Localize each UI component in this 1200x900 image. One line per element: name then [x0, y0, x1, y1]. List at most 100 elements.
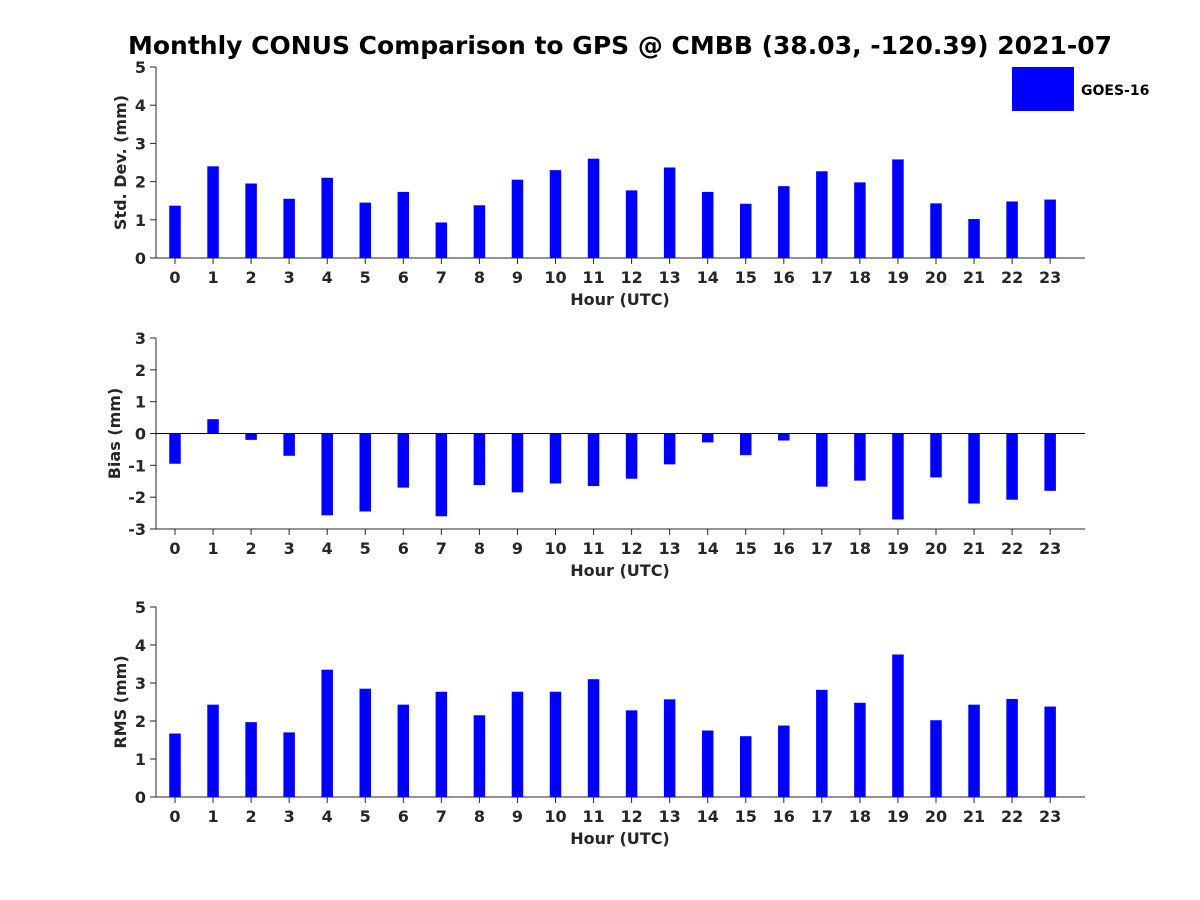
bar-std-dev-hour-13 [663, 167, 676, 258]
bar-std-dev-hour-3 [283, 198, 295, 258]
x-tick-label: 16 [773, 268, 795, 287]
y-tick-label: -3 [128, 520, 146, 539]
x-tick-label: 13 [659, 268, 681, 287]
x-tick-label: 19 [887, 539, 909, 558]
bar-rms-hour-10 [549, 691, 562, 797]
bar-rms-hour-23 [1044, 706, 1056, 797]
x-tick-label: 4 [322, 539, 333, 558]
bar-std-dev-hour-9 [511, 179, 524, 258]
x-tick-label: 2 [246, 268, 257, 287]
x-tick-label: 9 [512, 807, 523, 826]
x-tick-label: 19 [887, 807, 909, 826]
y-axis-label: Std. Dev. (mm) [111, 95, 130, 230]
bar-rms-hour-17 [816, 689, 828, 797]
x-tick-label: 6 [398, 807, 409, 826]
bar-std-dev-hour-18 [854, 182, 866, 258]
bar-bias-hour-5 [359, 433, 371, 512]
bar-std-dev-hour-10 [549, 170, 562, 258]
bar-std-dev-hour-21 [968, 219, 980, 258]
y-tick-label: -1 [128, 456, 146, 475]
bar-rms-hour-12 [625, 710, 638, 797]
bar-rms-hour-9 [511, 691, 524, 797]
x-tick-label: 12 [620, 807, 642, 826]
y-tick-label: 5 [135, 58, 146, 77]
x-tick-label: 3 [284, 268, 295, 287]
x-tick-label: 23 [1039, 539, 1061, 558]
x-tick-label: 21 [963, 539, 985, 558]
bar-rms-hour-22 [1006, 698, 1018, 797]
x-tick-label: 20 [925, 268, 947, 287]
bar-std-dev-hour-7 [435, 222, 448, 258]
bar-std-dev-hour-23 [1044, 199, 1056, 258]
x-tick-label: 14 [697, 268, 719, 287]
bar-bias-hour-13 [663, 433, 676, 465]
x-tick-label: 4 [322, 268, 333, 287]
x-tick-label: 1 [207, 539, 218, 558]
x-tick-label: 11 [582, 539, 604, 558]
bar-bias-hour-10 [549, 433, 562, 484]
x-axis-label: Hour (UTC) [570, 829, 670, 848]
y-tick-label: 3 [135, 329, 146, 348]
x-tick-label: 1 [207, 268, 218, 287]
bar-rms-hour-16 [778, 725, 790, 797]
bar-bias-hour-20 [930, 433, 942, 478]
figure-title: Monthly CONUS Comparison to GPS @ CMBB (… [128, 31, 1112, 60]
x-tick-label: 12 [620, 539, 642, 558]
y-tick-label: 0 [135, 249, 146, 268]
bar-rms-hour-7 [435, 691, 448, 797]
legend-swatch-goes-16 [1012, 67, 1074, 111]
bar-bias-hour-1 [207, 419, 219, 434]
x-tick-label: 2 [246, 807, 257, 826]
y-tick-label: 0 [135, 425, 146, 444]
x-tick-label: 17 [811, 807, 833, 826]
x-tick-label: 5 [360, 539, 371, 558]
x-tick-label: 0 [169, 268, 180, 287]
x-tick-label: 0 [169, 539, 180, 558]
bar-bias-hour-12 [625, 433, 638, 479]
x-tick-label: 7 [436, 539, 447, 558]
y-tick-label: 1 [135, 393, 146, 412]
x-tick-label: 5 [360, 807, 371, 826]
x-tick-label: 22 [1001, 539, 1023, 558]
y-tick-label: 2 [135, 712, 146, 731]
x-tick-label: 15 [735, 539, 757, 558]
bar-std-dev-hour-0 [169, 205, 181, 258]
bar-rms-hour-21 [968, 704, 980, 797]
bar-bias-hour-7 [435, 433, 448, 517]
x-tick-label: 4 [322, 807, 333, 826]
bar-std-dev-hour-14 [701, 191, 714, 258]
bar-rms-hour-3 [283, 732, 295, 797]
y-tick-label: 1 [135, 211, 146, 230]
y-tick-label: 2 [135, 361, 146, 380]
x-tick-label: 18 [849, 268, 871, 287]
x-tick-label: 19 [887, 268, 909, 287]
bar-bias-hour-21 [968, 433, 980, 504]
bar-std-dev-hour-6 [397, 191, 410, 258]
bar-rms-hour-18 [854, 702, 866, 797]
x-tick-label: 7 [436, 807, 447, 826]
bar-rms-hour-5 [359, 688, 371, 797]
bar-bias-hour-2 [245, 433, 257, 440]
bar-rms-hour-14 [701, 730, 714, 797]
y-tick-label: 4 [135, 96, 146, 115]
bar-std-dev-hour-22 [1006, 201, 1018, 258]
bar-std-dev-hour-11 [587, 158, 600, 258]
bar-rms-hour-8 [473, 715, 486, 797]
x-tick-label: 23 [1039, 268, 1061, 287]
x-tick-label: 18 [849, 539, 871, 558]
x-tick-label: 14 [697, 539, 719, 558]
bar-bias-hour-14 [701, 433, 714, 443]
y-tick-label: 5 [135, 598, 146, 617]
x-tick-label: 9 [512, 539, 523, 558]
bar-bias-hour-19 [892, 433, 904, 520]
bar-bias-hour-22 [1006, 433, 1018, 500]
bar-std-dev-hour-16 [778, 186, 790, 258]
bar-std-dev-hour-5 [359, 202, 371, 258]
bar-bias-hour-18 [854, 433, 866, 481]
x-tick-label: 8 [474, 539, 485, 558]
bar-bias-hour-11 [587, 433, 600, 487]
